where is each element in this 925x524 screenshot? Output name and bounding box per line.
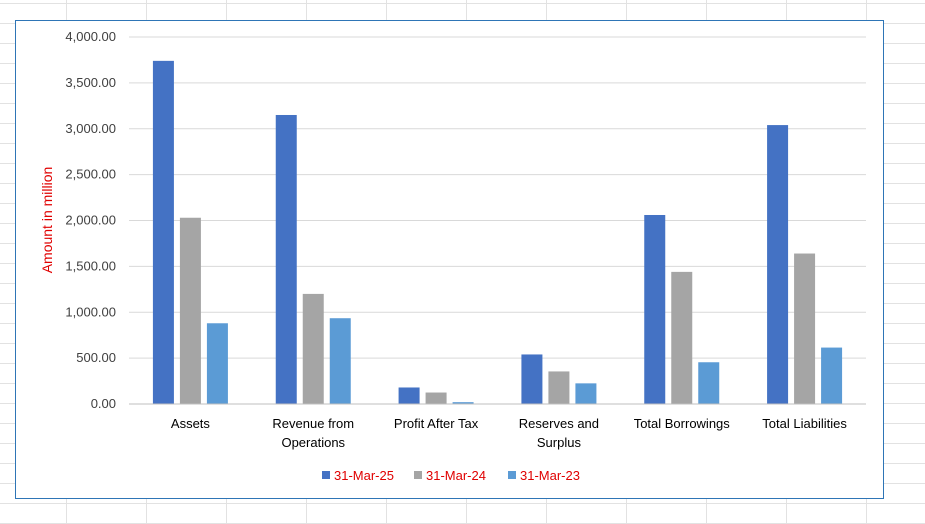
y-tick-label: 3,000.00 [65,121,116,136]
legend-label: 31-Mar-23 [520,468,580,483]
bar-0-2[interactable] [206,323,228,404]
bar-1-0[interactable] [275,114,297,405]
bar-0-0[interactable] [152,60,174,404]
category-label: Total Borrowings [634,416,731,431]
bars [152,60,843,405]
y-tick-label: 1,000.00 [65,304,116,319]
category-label: Profit After Tax [394,416,479,431]
category-label: Reserves and [519,416,599,431]
bar-4-1[interactable] [671,271,693,404]
y-tick-label: 3,500.00 [65,75,116,90]
y-tick-label: 4,000.00 [65,29,116,44]
bar-2-2[interactable] [452,402,474,404]
bar-1-1[interactable] [302,293,324,404]
bar-3-0[interactable] [521,354,543,404]
category-labels: Assets Revenue from Operations Profit After… [171,416,847,450]
bar-2-0[interactable] [398,387,420,404]
category-label: Assets [171,416,211,431]
category-label: Surplus [537,435,582,450]
bar-4-2[interactable] [698,362,720,404]
legend-swatch [414,471,422,479]
bar-1-2[interactable] [329,318,351,404]
legend-swatch [322,471,330,479]
y-tick-label: 2,500.00 [65,167,116,182]
bar-2-1[interactable] [425,392,447,404]
y-tick-label: 1,500.00 [65,258,116,273]
bar-5-0[interactable] [767,125,789,404]
category-label: Operations [281,435,345,450]
legend[interactable]: 31-Mar-25 31-Mar-24 31-Mar-23 [322,468,580,483]
y-axis-label: Amount in million [39,167,55,274]
legend-swatch [508,471,516,479]
y-axis-tick-labels: 0.00 500.00 1,000.00 1,500.00 2,000.00 2,500.… [65,29,116,411]
category-label: Revenue from [272,416,354,431]
y-tick-label: 0.00 [91,396,116,411]
legend-label: 31-Mar-24 [426,468,486,483]
bar-4-0[interactable] [644,214,666,404]
bar-3-2[interactable] [575,383,597,404]
category-label: Total Liabilities [762,416,847,431]
bar-5-1[interactable] [794,253,816,404]
y-tick-label: 2,000.00 [65,213,116,228]
bar-0-1[interactable] [179,217,201,404]
legend-label: 31-Mar-25 [334,468,394,483]
bar-5-2[interactable] [821,347,843,404]
gridlines [129,36,866,359]
y-tick-label: 500.00 [76,350,116,365]
bar-3-1[interactable] [548,371,570,404]
